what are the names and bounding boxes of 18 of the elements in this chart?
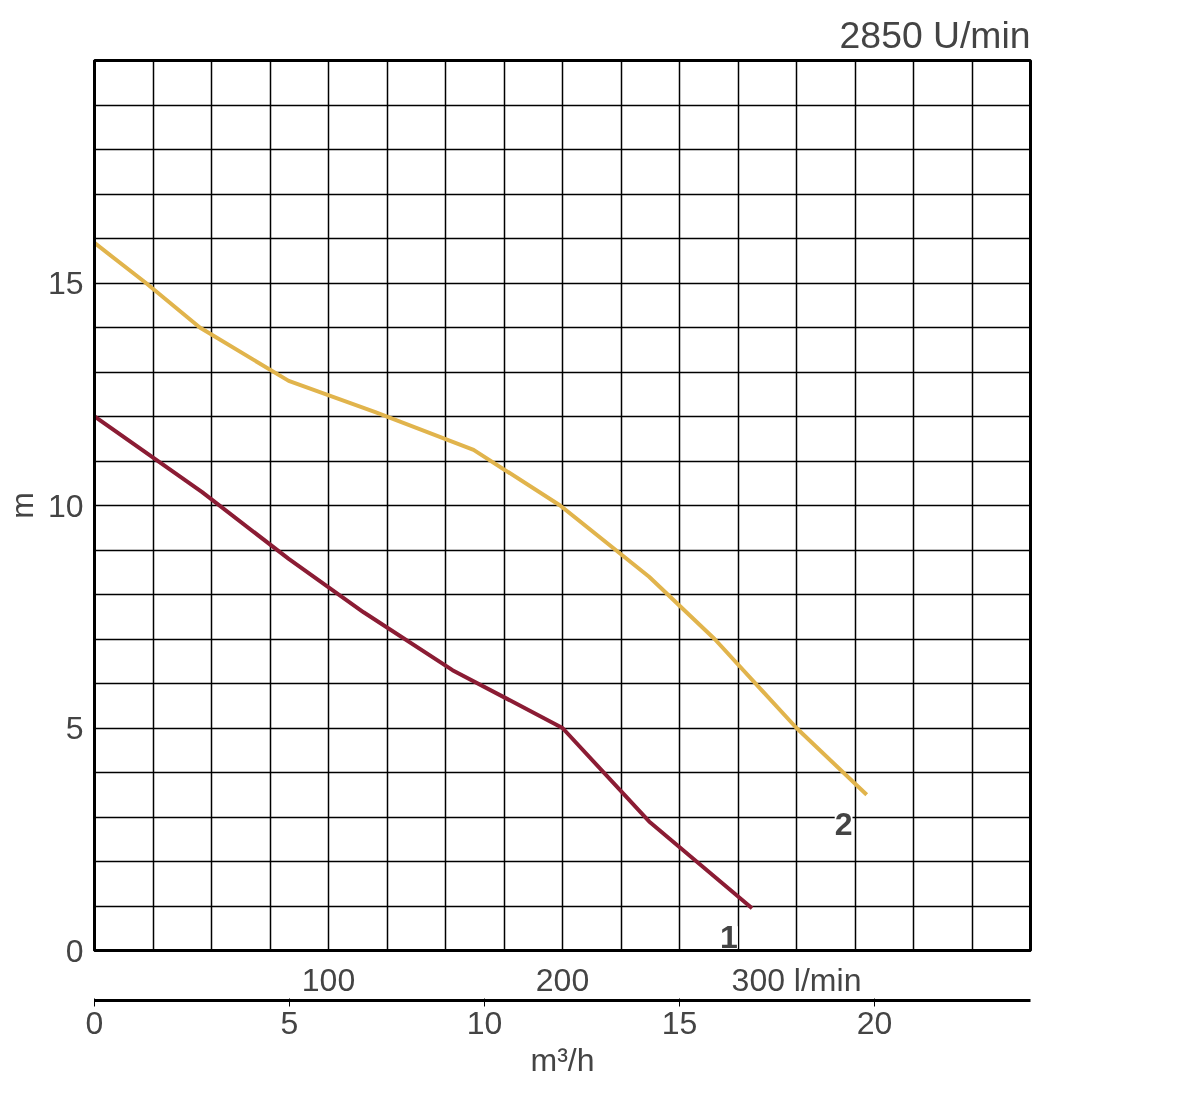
x-tick-label: 200: [535, 961, 590, 998]
y-tick-label: 10: [47, 487, 84, 524]
x2-axis-title: m³/h: [530, 1041, 595, 1078]
series-label: 2: [834, 805, 853, 842]
line-series: [94, 240, 869, 797]
series-label: 1: [720, 919, 738, 956]
x2-tick-label: 20: [856, 1004, 893, 1041]
x-tick-label: 100: [301, 961, 356, 998]
x2-tick-label: 5: [280, 1004, 299, 1041]
y-tick-label: 0: [65, 932, 84, 969]
line-series: [94, 414, 755, 911]
x2-tick-label: 10: [466, 1004, 503, 1041]
x-tick-label: 300 l/min: [731, 961, 862, 998]
y-tick-label: 5: [65, 710, 84, 746]
chart-title: 2850 U/min: [839, 13, 1031, 56]
y-axis-title: m: [3, 492, 40, 519]
y-tick-label: 15: [47, 265, 84, 301]
x2-tick-label: 15: [661, 1004, 698, 1041]
